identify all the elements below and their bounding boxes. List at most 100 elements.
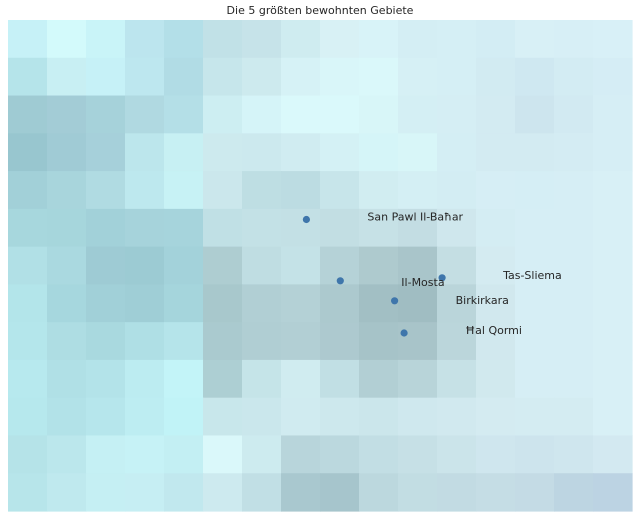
- map-tile: [47, 133, 87, 172]
- city-label: San Pawl Il-Baħar: [367, 211, 463, 224]
- map-tile: [320, 322, 360, 361]
- map-tile: [242, 473, 282, 512]
- map-tile: [359, 95, 399, 134]
- map-tile: [359, 473, 399, 512]
- map-tile: [359, 246, 399, 285]
- city-markers: [302, 215, 446, 337]
- map-tile: [47, 246, 87, 285]
- map-tile: [242, 246, 282, 285]
- terrain-tiles: [8, 20, 633, 512]
- map-tile: [164, 20, 204, 59]
- map-tile: [437, 359, 477, 399]
- map-tile: [320, 171, 360, 210]
- map-tile: [476, 246, 516, 285]
- map-tile: [359, 20, 399, 59]
- map-tile: [515, 246, 555, 285]
- map-tile: [554, 171, 594, 210]
- map-tile: [359, 435, 399, 474]
- map-tile: [281, 20, 321, 59]
- map-tile: [554, 133, 594, 172]
- map-tile: [515, 397, 555, 437]
- map-tile: [47, 284, 87, 323]
- map-tile: [8, 473, 48, 512]
- map-tile: [437, 57, 477, 97]
- city-label: Il-Mosta: [401, 276, 444, 289]
- map-tile: [515, 284, 555, 323]
- map-tile: [164, 95, 204, 134]
- map-tile: [47, 322, 87, 361]
- map-tile: [593, 208, 633, 248]
- map-tile: [8, 246, 48, 285]
- map-tile: [320, 208, 360, 248]
- map-title: Die 5 größten bewohnten Gebiete: [226, 4, 414, 17]
- map-tile: [242, 359, 282, 399]
- map-tile: [281, 359, 321, 399]
- map-tile: [593, 95, 633, 134]
- map-tile: [8, 171, 48, 210]
- map-tile: [164, 57, 204, 97]
- map-tile: [476, 95, 516, 134]
- map-tile: [47, 57, 87, 97]
- map-tile: [359, 322, 399, 361]
- map-tile: [398, 397, 438, 437]
- map-tile: [8, 20, 48, 59]
- map-tile: [203, 397, 243, 437]
- map-tile: [593, 397, 633, 437]
- map-tile: [515, 208, 555, 248]
- map-tile: [437, 397, 477, 437]
- map-tile: [164, 208, 204, 248]
- map-tile: [476, 435, 516, 474]
- map-tile: [203, 359, 243, 399]
- map-tile: [86, 208, 126, 248]
- map-tile: [359, 359, 399, 399]
- city-marker: [391, 297, 399, 305]
- map-tile: [515, 322, 555, 361]
- map-tile: [125, 246, 165, 285]
- city-label: Ħal Qormi: [465, 324, 522, 337]
- map-tile: [8, 133, 48, 172]
- map-tile: [242, 322, 282, 361]
- map-tile: [164, 473, 204, 512]
- map-tile: [203, 284, 243, 323]
- map-tile: [47, 435, 87, 474]
- map-tile: [281, 133, 321, 172]
- map-tile: [203, 322, 243, 361]
- map-tile: [281, 473, 321, 512]
- map-tile: [515, 171, 555, 210]
- map-tile: [437, 284, 477, 323]
- map-tile: [593, 473, 633, 512]
- map-tile: [515, 57, 555, 97]
- map-tile: [125, 473, 165, 512]
- map-tile: [554, 322, 594, 361]
- map-tile: [320, 359, 360, 399]
- map-tile: [281, 171, 321, 210]
- map-tile: [47, 208, 87, 248]
- map-tile: [164, 284, 204, 323]
- map-tile: [125, 435, 165, 474]
- map-tile: [398, 20, 438, 59]
- map-tile: [437, 95, 477, 134]
- map-tile: [359, 284, 399, 323]
- map-tile: [320, 284, 360, 323]
- city-marker: [302, 215, 310, 224]
- map-tile: [47, 473, 87, 512]
- map-tile: [125, 208, 165, 248]
- map-tile: [515, 473, 555, 512]
- city-label: Tas-Sliema: [502, 269, 562, 282]
- city-marker: [400, 329, 408, 337]
- map-tile: [203, 208, 243, 248]
- map-tile: [515, 95, 555, 134]
- map-tile: [164, 397, 204, 437]
- map-tile: [476, 359, 516, 399]
- map-tile: [8, 397, 48, 437]
- map-tile: [476, 133, 516, 172]
- map-tile: [281, 322, 321, 361]
- city-labels: San Pawl Il-Baħar Il-Mosta Tas-Sliema Birki…: [367, 211, 561, 338]
- map-tile: [203, 473, 243, 512]
- map-tile: [242, 397, 282, 437]
- map-tile: [203, 20, 243, 59]
- map-tile: [203, 133, 243, 172]
- map-tile: [593, 20, 633, 59]
- map-tile: [281, 284, 321, 323]
